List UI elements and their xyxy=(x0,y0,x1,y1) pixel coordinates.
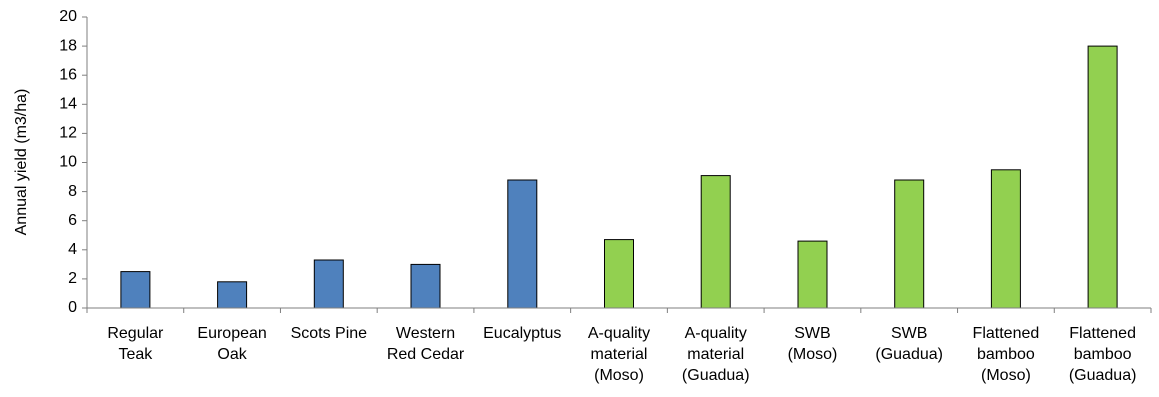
y-tick-label: 14 xyxy=(59,96,77,113)
x-category-label: European Oak xyxy=(197,325,266,363)
y-tick-label: 10 xyxy=(59,154,77,171)
axes xyxy=(86,17,1152,313)
bar xyxy=(797,240,828,309)
x-category-label: Scots Pine xyxy=(291,325,368,342)
bar xyxy=(217,281,248,309)
x-category-label: SWB (Moso) xyxy=(788,325,838,363)
y-tick-label: 4 xyxy=(68,241,77,258)
bar xyxy=(120,271,151,309)
x-category-label: Eucalyptus xyxy=(483,325,561,342)
bar xyxy=(894,179,925,309)
x-category-label: Western Red Cedar xyxy=(387,325,465,363)
x-category-label: Flattened bamboo (Guadua) xyxy=(1069,325,1137,384)
bar xyxy=(604,239,634,309)
x-category-label: A-quality material (Moso) xyxy=(588,325,650,384)
y-tick-label: 12 xyxy=(59,125,77,142)
x-category-label: A-quality material (Guadua) xyxy=(682,325,750,384)
y-tick-label: 8 xyxy=(68,183,77,200)
bar xyxy=(313,259,344,309)
bar xyxy=(410,263,441,309)
y-tick-label: 6 xyxy=(68,212,77,229)
y-tick-label: 0 xyxy=(68,299,77,316)
x-axis-category-labels: Regular Teak European Oak Scots Pine Western R… xyxy=(107,325,1136,384)
x-category-label: Regular Teak xyxy=(107,325,164,363)
y-tick-label: 20 xyxy=(59,8,77,25)
bars xyxy=(120,45,1118,309)
x-category-label: Flattened bamboo (Moso) xyxy=(973,325,1040,384)
y-axis-title-group: Annual yield (m3/ha) xyxy=(13,89,30,236)
bar xyxy=(1087,45,1118,309)
y-tick-label: 2 xyxy=(68,270,77,287)
y-axis-title: Annual yield (m3/ha) xyxy=(13,89,30,236)
bar xyxy=(507,179,538,309)
bar xyxy=(990,169,1021,309)
x-category-label: SWB (Guadua) xyxy=(875,325,943,363)
bar xyxy=(700,175,731,309)
y-tick-label: 16 xyxy=(59,66,77,83)
y-tick-label: 18 xyxy=(59,37,77,54)
y-axis-ticks: 0 2 4 6 8 10 12 14 16 18 20 xyxy=(59,8,87,316)
